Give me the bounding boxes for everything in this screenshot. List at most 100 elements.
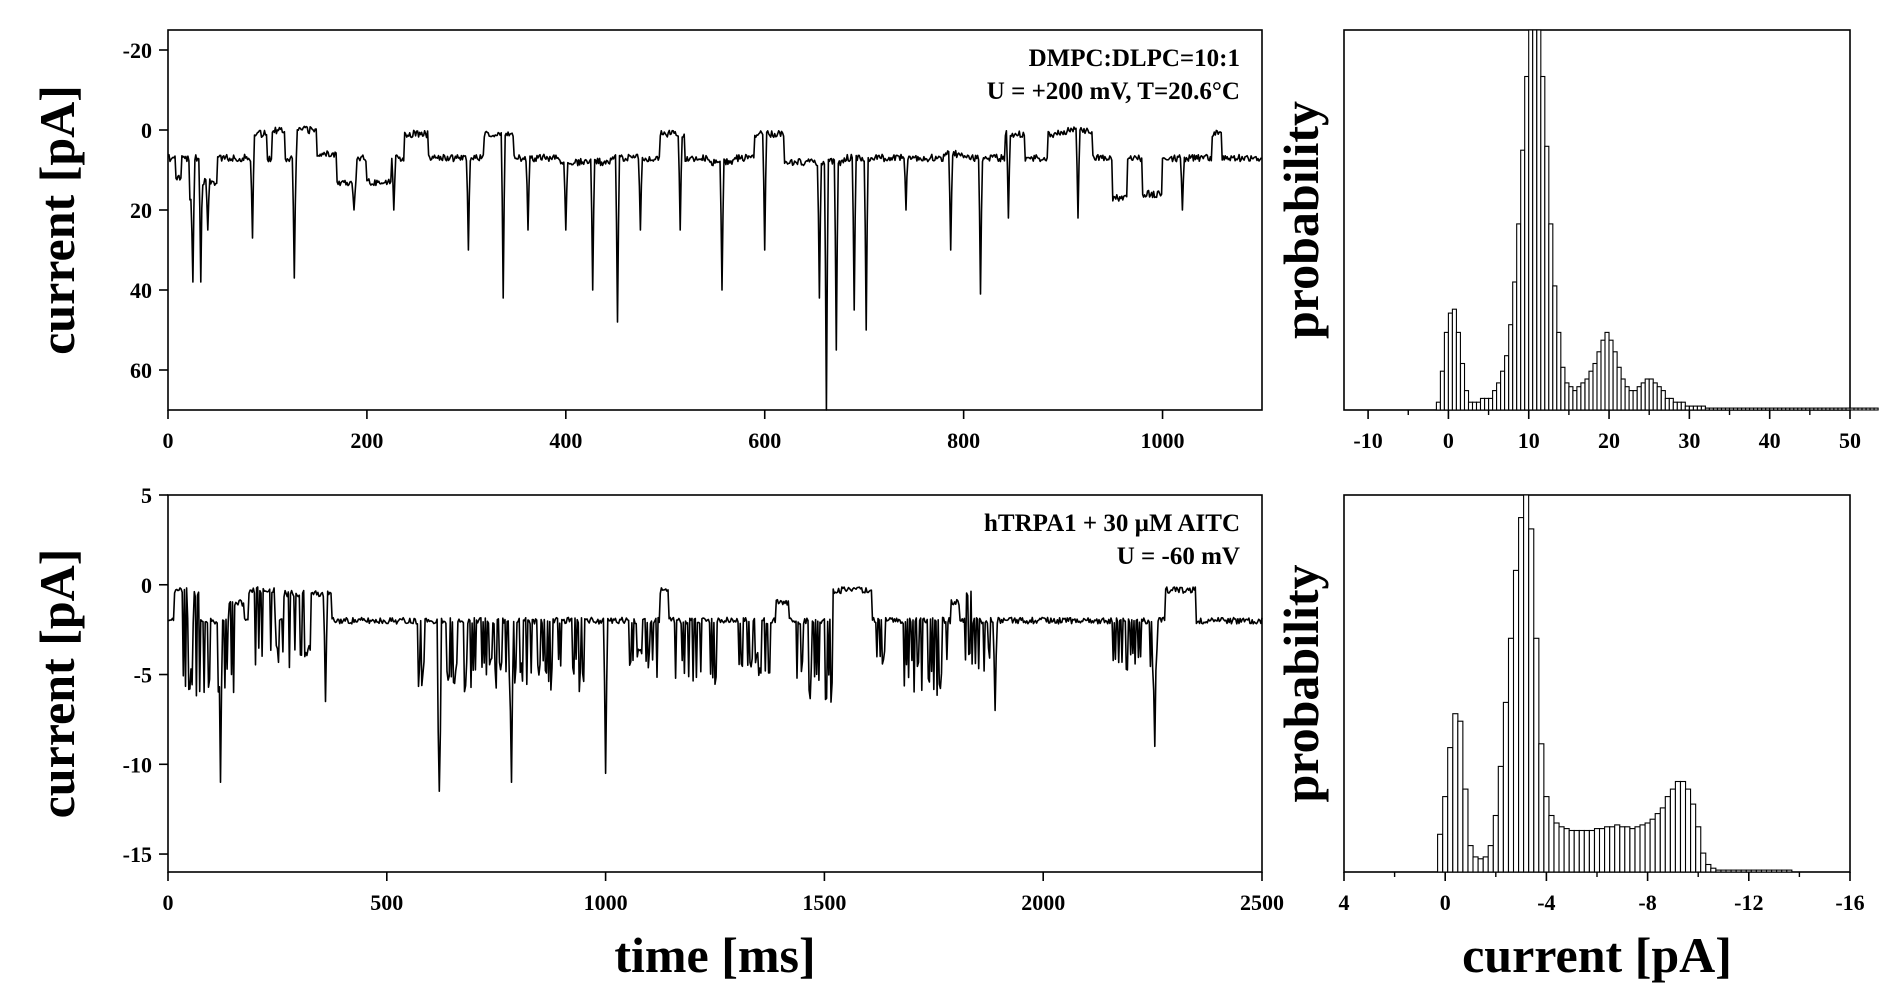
trace-top-xtick-label: 600 [748, 428, 781, 453]
hist-top-bar [1451, 308, 1457, 411]
hist-top-xtick-label: 40 [1759, 428, 1781, 453]
hist-bottom-bar [1690, 803, 1697, 873]
hist-top-bar [1873, 407, 1879, 411]
hist-top-bar [1572, 390, 1578, 411]
hist-top-bar [1528, 29, 1534, 411]
hist-top-bar [1484, 397, 1490, 411]
hist-top-bar [1720, 407, 1727, 411]
hist-top-bar [1463, 390, 1470, 411]
trace-top-xtick-label: 400 [549, 428, 582, 453]
trace-bottom-xlabel: time [ms] [614, 927, 815, 983]
hist-top-bar [1600, 339, 1606, 411]
hist-top-bar [1447, 312, 1453, 411]
hist-top-bar [1680, 401, 1686, 411]
hist-bottom-bar [1538, 743, 1545, 873]
hist-top-xtick-label: 50 [1839, 428, 1861, 453]
trace-top-xtick-label: 200 [350, 428, 383, 453]
hist-top-bar [1648, 378, 1654, 411]
trace-bottom-annotation-line: U = -60 mV [1117, 543, 1240, 570]
hist-bottom-bar [1674, 780, 1682, 873]
hist-bottom-bar [1786, 869, 1793, 873]
hist-top-bar [1640, 382, 1646, 411]
trace-bottom-ytick-label: -5 [134, 663, 152, 688]
hist-top-bar [1620, 378, 1626, 411]
hist-bottom-bar [1563, 828, 1570, 873]
hist-top-bar [1548, 223, 1554, 411]
hist-top-bar [1728, 407, 1735, 411]
trace-bottom-xtick-label: 2500 [1240, 890, 1284, 915]
hist-bottom-xtick-label: -16 [1835, 890, 1864, 915]
hist-top-ylabel: probability [1273, 101, 1329, 339]
trace-top-series-line [167, 125, 1263, 411]
trace-bottom-ytick-label: 5 [141, 483, 152, 508]
hist-top-bar [1592, 362, 1598, 411]
hist-top-bar [1724, 407, 1731, 411]
hist-top-bar [1596, 351, 1602, 411]
hist-bottom-bar [1720, 869, 1727, 873]
hist-bottom-bar [1614, 824, 1621, 873]
trace-top-panel: 0 200 400 600 800 1000 -20 0 20 40 60 DMPC:DLPC=10:… [29, 29, 1263, 453]
hist-bottom-bar [1659, 807, 1666, 873]
hist-bottom-bar [1533, 637, 1540, 873]
hist-top-bar [1837, 407, 1843, 411]
hist-bottom-ylabel: probability [1273, 564, 1329, 802]
hist-bottom-frame [1343, 494, 1851, 873]
hist-bottom-bar [1588, 829, 1596, 873]
hist-top-bar [1576, 386, 1582, 411]
hist-top-bar [1532, 29, 1538, 411]
hist-top-bar [1471, 401, 1478, 411]
hist-bottom-bar [1730, 869, 1737, 873]
hist-top-bar [1785, 407, 1791, 411]
hist-top-bar [1612, 351, 1618, 411]
hist-top-bar [1829, 407, 1835, 411]
hist-top-bar [1580, 382, 1586, 411]
trace-top-annotation-line: DMPC:DLPC=10:1 [1029, 45, 1240, 72]
hist-bottom-bar [1781, 869, 1788, 873]
trace-top-annotation-line: U = +200 mV, T=20.6°C [987, 78, 1240, 105]
hist-top-bar [1753, 407, 1759, 411]
hist-bottom-xlabel: current [pA] [1462, 927, 1732, 983]
hist-bottom-xtick-label: -4 [1537, 890, 1555, 915]
hist-top-bar [1516, 223, 1522, 411]
hist-top-bar [1737, 407, 1743, 411]
hist-bottom-bar [1740, 869, 1747, 873]
hist-top-bar [1700, 405, 1706, 411]
trace-top-ytick-label: 60 [130, 358, 152, 383]
hist-top-bar [1809, 407, 1815, 411]
hist-bottom-bar [1568, 829, 1575, 873]
hist-bottom-bar [1543, 796, 1550, 873]
trace-bottom-xtick-label: 1500 [802, 890, 846, 915]
hist-top-xtick-label: -10 [1353, 428, 1382, 453]
hist-top-bar [1692, 405, 1698, 411]
hist-top-bar [1660, 390, 1666, 411]
hist-top-bar [1496, 382, 1502, 411]
trace-top-ytick-label: 40 [130, 278, 152, 303]
hist-bottom-bar [1771, 869, 1778, 873]
hist-bottom-xtick-label: -8 [1638, 890, 1656, 915]
hist-top-bar [1712, 407, 1719, 411]
hist-top-bar [1624, 386, 1630, 411]
hist-top-bar [1861, 407, 1867, 411]
hist-top-bar [1817, 407, 1823, 411]
hist-bottom-bar [1467, 845, 1474, 873]
hist-top-bar [1672, 401, 1678, 411]
trace-bottom-ytick-label: -10 [123, 752, 152, 777]
hist-bottom-bar [1776, 869, 1783, 873]
hist-top-bar [1696, 405, 1702, 411]
hist-top-bar [1801, 407, 1807, 411]
hist-bottom-bar [1578, 829, 1585, 873]
hist-top-bar [1644, 378, 1650, 411]
hist-bottom-bar [1472, 856, 1479, 873]
hist-bottom-bar [1477, 858, 1484, 873]
hist-top-bar [1508, 324, 1514, 411]
hist-top-bar [1805, 407, 1811, 411]
hist-top-bar [1833, 407, 1839, 411]
hist-top-bar [1636, 386, 1642, 411]
hist-top-bar [1789, 407, 1795, 411]
hist-bottom-bar [1442, 796, 1449, 873]
hist-top-bar [1524, 75, 1530, 411]
trace-bottom-xtick-label: 1000 [584, 890, 628, 915]
hist-top-bar [1684, 405, 1690, 411]
hist-top-bar [1467, 401, 1474, 411]
hist-bottom-bar [1528, 528, 1535, 873]
